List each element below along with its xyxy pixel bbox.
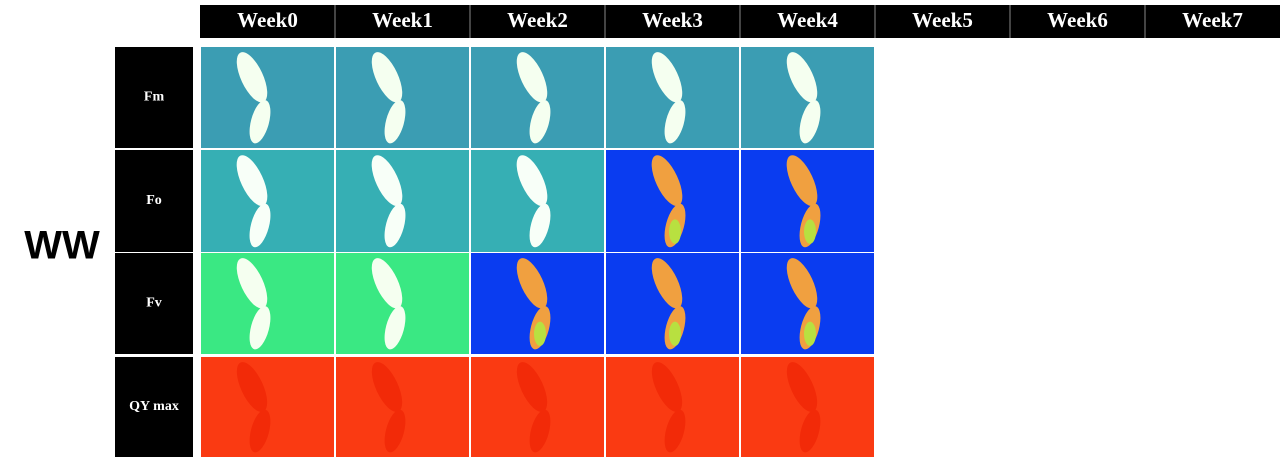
image-cell bbox=[606, 253, 739, 354]
row-label: QY max bbox=[129, 399, 179, 414]
image-cell bbox=[336, 253, 469, 354]
image-cell bbox=[741, 357, 874, 457]
image-background bbox=[336, 150, 469, 252]
week-label: Week6 bbox=[1047, 8, 1108, 32]
row-label: Fo bbox=[146, 193, 162, 208]
image-background bbox=[336, 357, 469, 457]
week-label: Week4 bbox=[777, 8, 838, 32]
image-background bbox=[201, 47, 334, 148]
image-background bbox=[201, 150, 334, 252]
week-label: Week2 bbox=[507, 8, 568, 32]
week-label: Week0 bbox=[237, 8, 298, 32]
image-background bbox=[201, 357, 334, 457]
image-cell bbox=[471, 47, 604, 148]
image-background bbox=[336, 47, 469, 148]
image-cell bbox=[336, 47, 469, 148]
image-cell bbox=[741, 47, 874, 148]
image-cell bbox=[471, 150, 604, 252]
leaf-tint bbox=[534, 322, 546, 346]
image-background bbox=[201, 253, 334, 354]
leaf-tint bbox=[669, 219, 681, 243]
image-cell bbox=[336, 150, 469, 252]
image-cell bbox=[606, 150, 739, 252]
leaf-tint bbox=[804, 322, 816, 346]
image-cell bbox=[201, 150, 334, 252]
image-background bbox=[336, 253, 469, 354]
image-cell bbox=[336, 357, 469, 457]
figure: WW Week0 Week1 Week2 Week3 Week4 Week5 Week6 We… bbox=[0, 0, 1287, 458]
leaf-tint bbox=[669, 322, 681, 346]
group-label: WW bbox=[24, 224, 100, 268]
leaf-tint bbox=[804, 219, 816, 243]
image-cell bbox=[606, 47, 739, 148]
image-cell bbox=[201, 357, 334, 457]
image-cell bbox=[471, 253, 604, 354]
image-cell bbox=[741, 150, 874, 252]
row-label: Fm bbox=[144, 90, 165, 105]
week-label: Week7 bbox=[1182, 8, 1243, 32]
image-cell bbox=[741, 253, 874, 354]
image-cell bbox=[201, 47, 334, 148]
week-label: Week1 bbox=[372, 8, 433, 32]
image-cell bbox=[606, 357, 739, 457]
image-cell bbox=[201, 253, 334, 354]
week-label: Week5 bbox=[912, 8, 973, 32]
image-cell bbox=[471, 357, 604, 457]
week-label: Week3 bbox=[642, 8, 703, 32]
row-label: Fv bbox=[146, 296, 162, 311]
